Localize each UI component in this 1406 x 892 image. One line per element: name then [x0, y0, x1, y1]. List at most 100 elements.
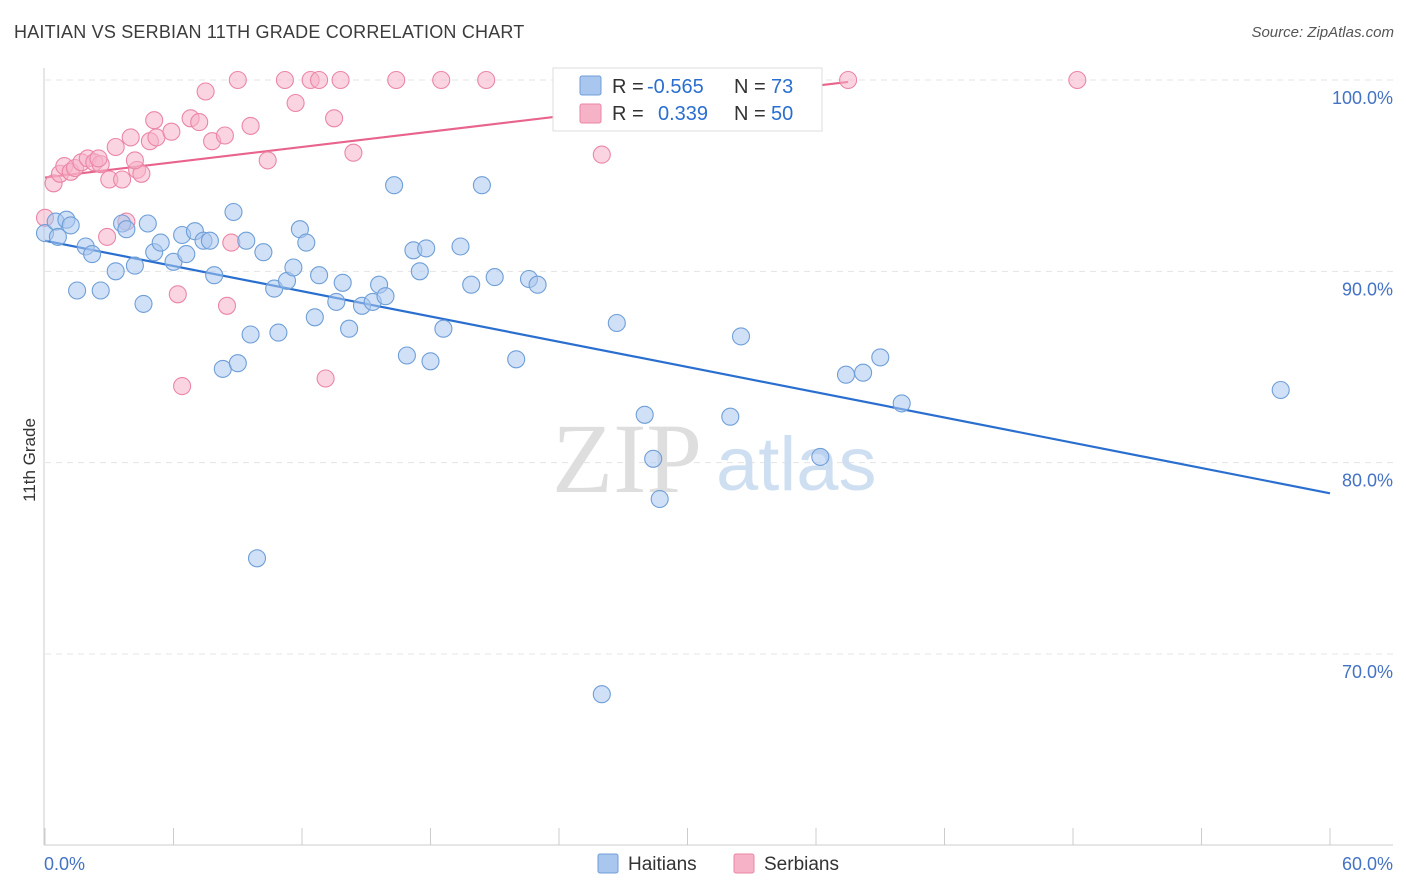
- legend-swatch-haitians: [579, 75, 602, 96]
- legend-swatch-serbians: [579, 103, 602, 124]
- haitian-point: [106, 262, 125, 281]
- haitian-point: [48, 227, 67, 246]
- haitian-point: [83, 245, 102, 264]
- haitian-point: [297, 233, 316, 252]
- serbian-point: [168, 285, 187, 304]
- serbian-point: [173, 377, 192, 396]
- haitian-point: [721, 407, 740, 426]
- serbian-point: [145, 111, 164, 130]
- serbian-point: [477, 70, 496, 90]
- legend-r-label-haitians: R =: [612, 76, 644, 98]
- haitian-point: [61, 216, 80, 235]
- y-axis-label: 11th Grade: [20, 418, 39, 502]
- axes: [43, 68, 1393, 846]
- serbian-point: [106, 137, 125, 157]
- haitian-point: [472, 176, 491, 195]
- y-tick-label: 80.0%: [1342, 471, 1393, 491]
- haitian-point: [462, 275, 481, 294]
- haitian-point: [376, 287, 395, 306]
- haitian-point: [731, 327, 751, 346]
- serbian-point: [331, 70, 350, 90]
- haitian-point: [1271, 380, 1290, 400]
- haitian-point: [247, 549, 267, 568]
- haitian-point: [410, 262, 429, 281]
- gridlines: [45, 79, 1393, 655]
- serbian-point: [1068, 70, 1087, 90]
- haitian-point: [254, 243, 273, 262]
- chart-title: HAITIAN VS SERBIAN 11TH GRADE CORRELATIO…: [14, 22, 525, 42]
- haitian-point: [224, 202, 243, 222]
- series-legend: Haitians Serbians: [597, 853, 839, 875]
- stats-legend: R = -0.565 N = 73 R = 0.339 N = 50: [552, 67, 823, 132]
- haitian-point: [592, 685, 611, 704]
- haitian-point: [528, 275, 547, 294]
- haitian-point: [327, 292, 346, 311]
- haitian-point: [635, 405, 654, 424]
- haitian-point: [151, 233, 170, 252]
- watermark-zip: ZIP: [552, 403, 702, 514]
- haitian-point: [650, 489, 669, 509]
- serbian-point: [98, 227, 117, 246]
- serbian-point: [147, 128, 166, 147]
- legend-n-label-serbians: N =: [734, 103, 766, 125]
- haitian-point: [397, 346, 416, 365]
- x-tick-label: 60.0%: [1342, 854, 1393, 874]
- haitian-point: [871, 348, 890, 367]
- data-points: [35, 70, 1290, 704]
- haitian-point: [421, 352, 440, 371]
- haitian-point: [485, 268, 504, 287]
- bottom-legend-label-haitians: Haitians: [628, 854, 697, 875]
- serbian-point: [215, 126, 234, 145]
- serbian-point: [162, 122, 181, 141]
- haitian-point: [507, 350, 526, 369]
- haitian-point: [607, 313, 626, 333]
- serbian-point: [196, 82, 215, 101]
- haitian-point: [340, 319, 359, 338]
- serbian-point: [344, 143, 363, 162]
- source-credit: Source: ZipAtlas.com: [1251, 24, 1394, 41]
- haitian-point: [333, 273, 352, 292]
- haitian-point: [228, 354, 247, 373]
- haitian-point: [200, 231, 219, 250]
- serbian-point: [592, 145, 611, 164]
- haitian-point: [310, 266, 329, 285]
- haitian-point: [644, 449, 663, 468]
- haitian-point: [892, 394, 911, 413]
- serbian-point: [113, 170, 132, 189]
- haitian-point: [91, 281, 110, 300]
- haitian-point: [68, 281, 87, 300]
- serbian-point: [275, 70, 294, 90]
- serbian-point: [121, 128, 140, 147]
- legend-r-value-serbians: 0.339: [658, 103, 708, 125]
- haitian-point: [213, 359, 232, 378]
- haitian-point: [836, 365, 856, 384]
- serbian-point: [432, 70, 451, 90]
- bottom-legend-swatch-haitians: [597, 853, 619, 874]
- haitian-point: [417, 239, 436, 258]
- haitian-point: [237, 231, 256, 250]
- watermark-atlas: atlas: [716, 422, 877, 507]
- serbian-point: [217, 296, 237, 315]
- legend-n-label-haitians: N =: [734, 76, 766, 98]
- y-tick-label: 70.0%: [1342, 662, 1393, 682]
- serbian-point: [325, 109, 344, 128]
- serbian-point: [839, 70, 858, 90]
- serbian-point: [190, 113, 209, 132]
- haitian-point: [269, 323, 288, 342]
- haitian-point: [434, 319, 453, 338]
- tick-labels: 100.0% 90.0% 80.0% 70.0% 0.0% 60.0%: [44, 88, 1393, 874]
- haitian-point: [385, 176, 404, 195]
- haitian-point: [125, 256, 144, 275]
- haitian-point: [134, 294, 153, 313]
- serbian-point: [125, 151, 144, 170]
- serbian-point: [89, 149, 108, 168]
- serbian-point: [222, 233, 241, 252]
- haitian-point: [854, 363, 873, 382]
- legend-r-label-serbians: R =: [612, 103, 644, 125]
- haitian-point: [284, 258, 303, 277]
- serbian-point: [258, 151, 277, 170]
- legend-n-value-haitians: 73: [771, 76, 793, 98]
- legend-n-value-serbians: 50: [771, 103, 793, 125]
- haitian-point: [177, 245, 196, 264]
